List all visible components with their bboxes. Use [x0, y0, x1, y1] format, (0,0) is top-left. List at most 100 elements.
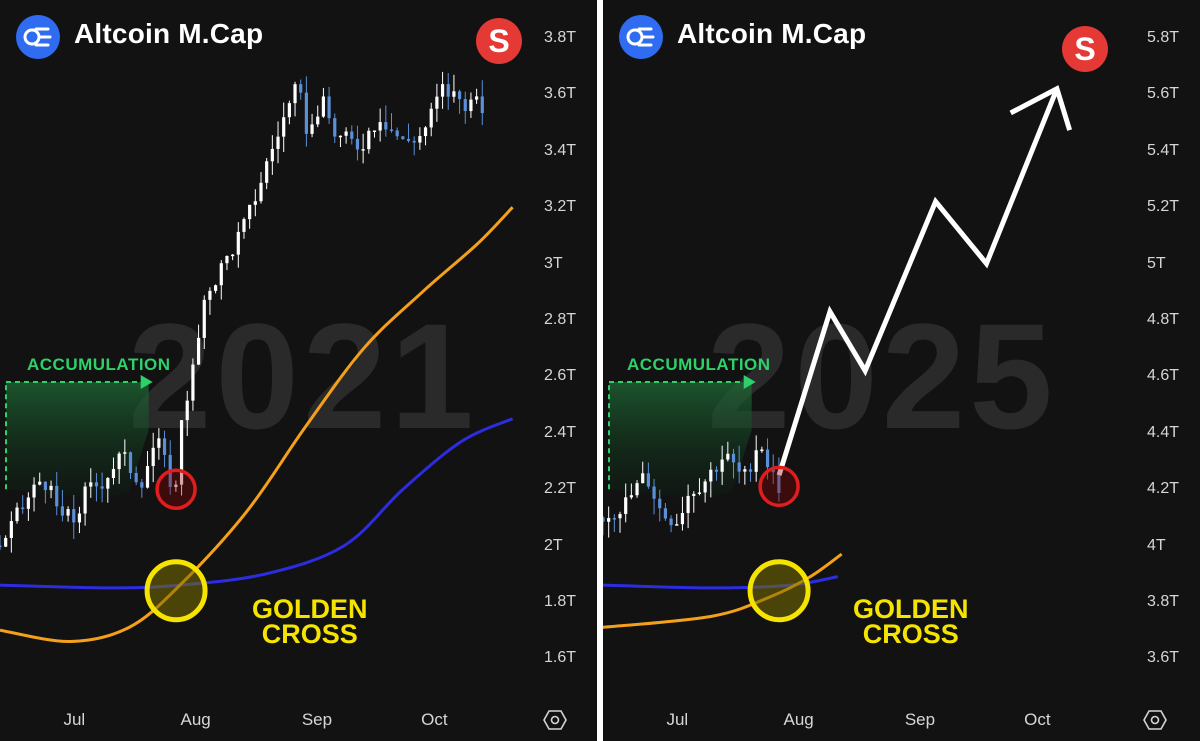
candle-body — [214, 285, 218, 291]
candle-body — [157, 438, 161, 448]
candle-body — [38, 481, 42, 485]
candle — [452, 74, 456, 103]
candle — [259, 172, 263, 204]
candle — [624, 483, 628, 523]
candle — [134, 466, 138, 486]
candle — [310, 113, 314, 138]
candle — [253, 189, 257, 217]
candle-body — [435, 96, 439, 109]
ma-fast-line — [0, 206, 514, 643]
candle-body — [692, 493, 696, 496]
candle — [304, 76, 308, 147]
y-tick-label: 4.2T — [1147, 480, 1180, 498]
candle-body — [270, 148, 274, 162]
candle — [117, 451, 121, 484]
candle-body — [106, 478, 110, 489]
candle-body — [367, 130, 371, 150]
candle — [338, 135, 343, 148]
candle — [157, 428, 161, 460]
candle-body — [4, 537, 8, 547]
candle-body — [304, 92, 308, 134]
candle — [327, 86, 331, 124]
y-tick-label: 2T — [544, 536, 563, 554]
candle — [652, 478, 656, 515]
candle-body — [276, 136, 280, 149]
candle — [151, 432, 155, 483]
candle-body — [89, 482, 93, 487]
candle — [737, 445, 741, 484]
candle — [435, 83, 439, 122]
candle-body — [446, 84, 450, 97]
chart-panel-2021: 2021 Altcoin M.Cap S ACCUMULATION GOLDEN… — [0, 0, 597, 741]
candle — [32, 477, 36, 512]
candle — [378, 108, 382, 142]
candle — [72, 494, 76, 539]
candle-body — [242, 219, 246, 232]
y-tick-label: 5.4T — [1147, 141, 1180, 159]
candle-body — [111, 469, 116, 479]
y-tick-label: 5.2T — [1147, 198, 1180, 216]
candle — [38, 472, 42, 486]
candle — [641, 461, 645, 484]
candle-body — [287, 103, 291, 118]
candle — [480, 80, 484, 126]
settings-hexagon-icon[interactable] — [1143, 708, 1167, 732]
candle — [174, 480, 178, 492]
candle — [55, 471, 59, 516]
candle — [669, 515, 673, 533]
candle — [140, 478, 144, 498]
candle — [128, 451, 133, 479]
candle — [83, 482, 87, 526]
candle — [618, 511, 622, 533]
candle-body — [253, 201, 257, 205]
candle-body — [117, 453, 121, 470]
chart-panel-2025: 2025 Altcoin M.Cap S ACCUMULATION GOLDEN… — [603, 0, 1200, 741]
candle-body — [179, 420, 184, 485]
candle — [196, 324, 201, 366]
candle-body — [737, 462, 741, 472]
candle — [658, 489, 662, 522]
candle-body — [151, 447, 155, 467]
candle — [321, 87, 326, 118]
candles — [0, 71, 484, 553]
candle-body — [282, 117, 286, 137]
golden-cross-label: GOLDEN CROSS — [252, 594, 368, 649]
y-tick-label: 5.6T — [1147, 85, 1180, 103]
candle — [276, 121, 280, 164]
golden-cross-marker — [144, 559, 208, 623]
candle-body — [231, 254, 235, 257]
y-tick-label: 3.6T — [544, 85, 577, 103]
ma-slow-line — [603, 575, 839, 590]
candle-body — [355, 138, 360, 150]
candle — [406, 123, 411, 143]
candle-body — [412, 140, 416, 143]
candle-body — [350, 131, 354, 139]
candle-body — [134, 472, 138, 483]
candle — [225, 255, 229, 271]
candle-body — [452, 91, 456, 97]
candle — [663, 503, 668, 521]
candle-body — [299, 84, 303, 93]
chart-title: Altcoin M.Cap — [677, 18, 867, 49]
candle — [697, 478, 702, 496]
golden-cross-label-line2: CROSS — [261, 619, 358, 649]
candle-body — [265, 161, 269, 183]
year-watermark: 2025 — [707, 292, 1057, 460]
accumulation-label: ACCUMULATION — [27, 355, 171, 374]
candle-body — [49, 485, 53, 491]
candle-body — [26, 497, 30, 509]
y-tick-label: 5T — [1147, 254, 1166, 272]
golden-cross-marker — [747, 559, 811, 623]
candle-body — [697, 492, 702, 494]
candle-body — [669, 518, 673, 526]
candle-body — [709, 469, 713, 482]
candle — [372, 130, 377, 138]
golden-cross-label: GOLDEN CROSS — [853, 596, 969, 648]
candle-body — [463, 99, 467, 112]
candle-body — [140, 482, 144, 488]
golden-cross-label-line1: GOLDEN — [252, 594, 368, 624]
settings-hexagon-icon[interactable] — [543, 708, 567, 732]
candle-body — [174, 484, 178, 488]
candle-body — [641, 473, 645, 484]
candle — [15, 502, 19, 524]
